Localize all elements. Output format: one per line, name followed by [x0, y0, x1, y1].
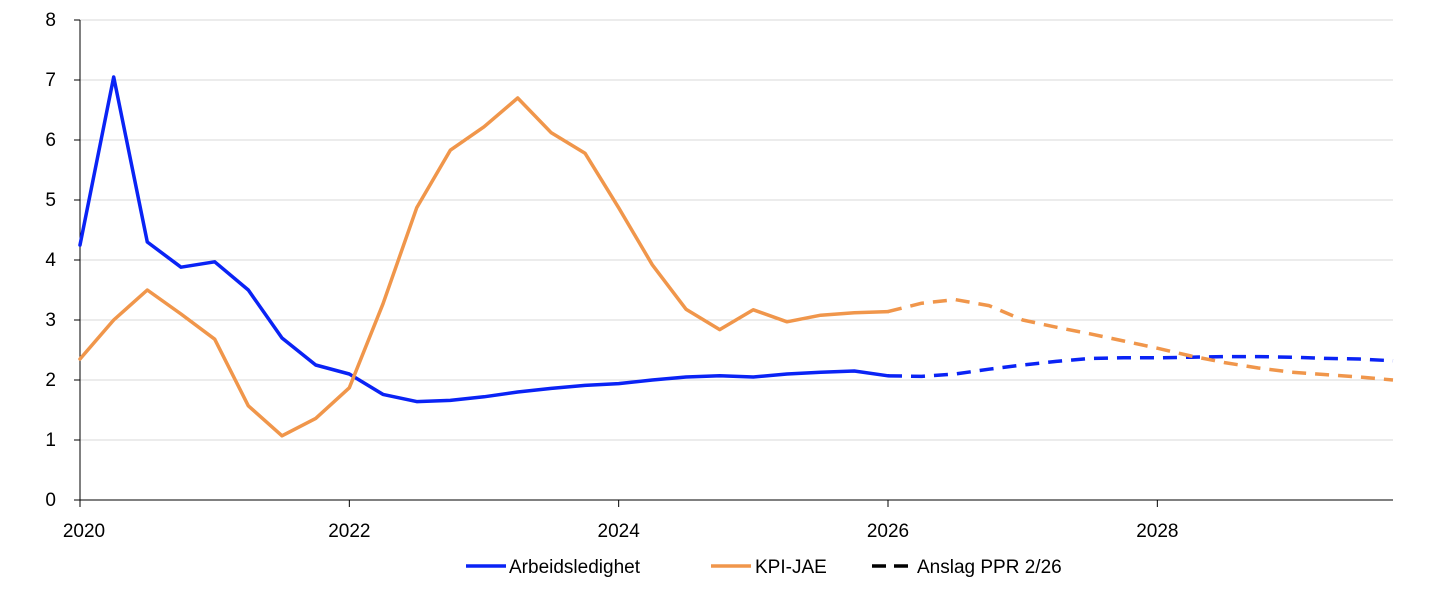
x-tick-label-2026: 2026 — [867, 521, 909, 542]
y-tick-label-0: 0 — [45, 490, 56, 511]
y-tick-label-5: 5 — [45, 190, 56, 211]
series-line-1-forecast — [887, 297, 1394, 382]
series-line-0-forecast — [887, 354, 1394, 379]
y-tick-label-3: 3 — [45, 310, 56, 331]
y-tick-label-1: 1 — [45, 430, 56, 451]
series-line-1-history — [78, 96, 890, 438]
x-tick-label-2020: 2020 — [63, 521, 105, 542]
legend-label-1: KPI-JAE — [755, 557, 827, 578]
legend: Arbeidsledighet KPI-JAE Anslag PPR 2/26 — [466, 557, 1062, 578]
legend-label-2: Anslag PPR 2/26 — [917, 557, 1062, 578]
series-line-0-history — [78, 75, 890, 404]
series-lines — [78, 75, 1394, 438]
axes: 0 1 2 3 4 5 6 7 8 2020 2022 2024 2026 2028 — [45, 10, 1393, 542]
y-tick-label-8: 8 — [45, 10, 56, 31]
x-tick-label-2024: 2024 — [598, 521, 641, 542]
legend-label-0: Arbeidsledighet — [509, 557, 641, 578]
y-tick-label-7: 7 — [45, 70, 56, 91]
y-tick-label-6: 6 — [45, 130, 56, 151]
x-tick-label-2028: 2028 — [1136, 521, 1178, 542]
x-tick-label-2022: 2022 — [328, 521, 370, 542]
y-tick-label-2: 2 — [45, 370, 56, 391]
y-tick-label-4: 4 — [45, 250, 56, 271]
